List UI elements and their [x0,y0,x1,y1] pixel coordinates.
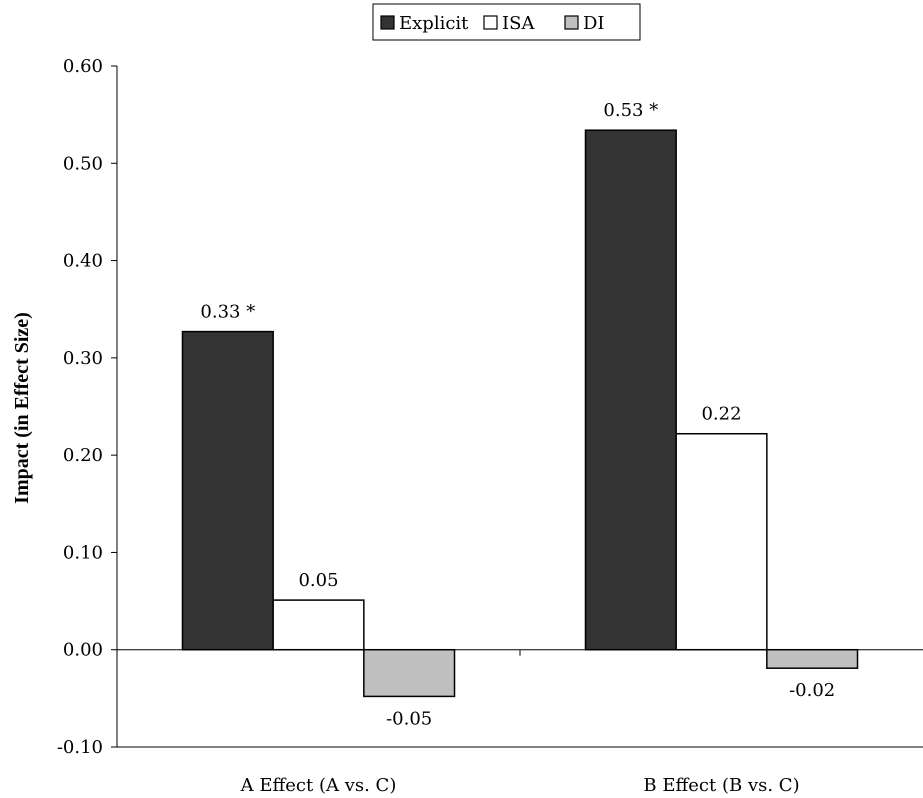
y-tick-label: 0.00 [63,640,103,661]
data-label: 0.22 [701,404,741,425]
legend-label-explicit: Explicit [399,13,469,34]
bar-di [363,648,456,698]
data-label: -0.02 [789,680,835,701]
legend-label-di: DI [583,13,605,34]
legend: Explicit ISA DI [372,3,641,41]
data-label: 0.53 * [603,100,658,121]
x-category-label: B Effect (B vs. C) [643,775,799,796]
legend-swatch-explicit [380,15,395,30]
y-tick-label: 0.20 [63,445,103,466]
axes: -0.10 0.00 0.10 0.20 0.30 0.40 0.50 0.60 A Effec… [57,56,923,796]
data-label: 0.05 [298,570,338,591]
legend-swatch-di [564,15,579,30]
legend-box [372,3,641,41]
legend-label-isa: ISA [502,13,535,34]
bar-di [766,648,859,669]
y-tick-label: 0.40 [63,251,103,272]
bars [181,129,859,698]
bar-isa [272,599,365,651]
data-label: -0.05 [386,708,432,729]
y-tick-label: -0.10 [57,737,103,758]
bar-isa [675,432,768,651]
y-tick-label: 0.50 [63,153,103,174]
y-axis-label: Impact (in Effect Size) [11,312,33,504]
legend-swatch-isa [483,15,498,30]
data-label: 0.33 * [200,302,255,323]
bar-explicit [181,330,274,651]
x-category-label: A Effect (A vs. C) [240,775,397,796]
y-tick-label: 0.60 [63,56,103,77]
data-labels: 0.33 * 0.05 -0.05 0.53 * 0.22 -0.02 [200,100,835,729]
y-tick-label: 0.30 [63,348,103,369]
y-tick-label: 0.10 [63,542,103,563]
bar-explicit [584,129,677,651]
